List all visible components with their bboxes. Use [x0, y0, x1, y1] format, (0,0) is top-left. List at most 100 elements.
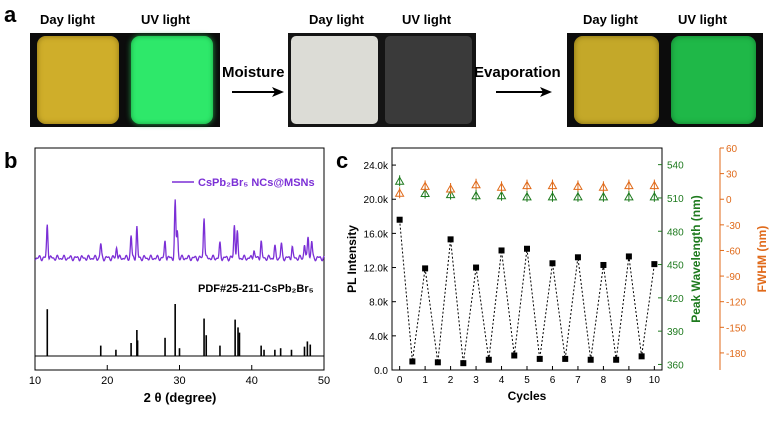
wavelength-point: [649, 191, 660, 201]
sample-green-uv-recovered: [671, 36, 756, 124]
cycles-xtick-label: 6: [550, 375, 556, 386]
cycles-xlabel: Cycles: [508, 389, 547, 403]
cycles-xtick-label: 4: [499, 375, 505, 386]
cycles-xtick-label: 3: [473, 375, 479, 386]
fwhm-ytick-label: -60: [726, 246, 741, 257]
wavelength-point: [496, 190, 507, 200]
pl-intensity-point: [511, 352, 518, 359]
pl-intensity-point: [473, 264, 480, 271]
xrd-legend-sample: CsPb₂Br₅ NCs@MSNs: [198, 177, 315, 189]
pl-intensity-point: [447, 236, 454, 243]
cycles-xtick-label: 5: [524, 375, 530, 386]
col2-day-label: Day light: [309, 12, 364, 27]
sample-white-daylight: [291, 36, 378, 124]
wavelength-ytick-label: 360: [667, 360, 684, 371]
xrd-legend-reference: PDF#25-211-CsPb₂Br₅: [198, 283, 314, 295]
pl-ytick-label: 0.0: [374, 366, 388, 377]
sample-yellow-daylight: [37, 36, 119, 124]
wavelength-ytick-label: 450: [667, 261, 684, 272]
wavelength-point: [420, 188, 430, 198]
pl-intensity-point: [574, 254, 581, 261]
pl-intensity-point: [613, 356, 620, 363]
sample-yellow-daylight-recovered: [574, 36, 659, 124]
fwhm-point: [496, 182, 507, 191]
pl-intensity-point: [562, 355, 569, 362]
fwhm-point: [394, 188, 405, 197]
col3-uv-label: UV light: [678, 12, 728, 27]
pl-intensity-point: [549, 260, 556, 267]
xrd-xtick-label: 30: [173, 375, 185, 387]
pl-ytick-label: 8.0k: [369, 298, 389, 309]
col1-day-label: Day light: [40, 12, 95, 27]
fwhm-ytick-label: -120: [726, 298, 746, 309]
photo-recovered: [567, 33, 763, 127]
col1-uv-label: UV light: [141, 12, 191, 27]
photo-initial: [30, 33, 220, 127]
wavelength-point: [573, 191, 583, 201]
pl-intensity-point: [498, 247, 505, 254]
xrd-xlabel: 2 θ (degree): [144, 390, 217, 405]
moisture-label: Moisture: [222, 64, 285, 81]
wavelength-point: [471, 190, 481, 200]
photo-moisture: [288, 33, 476, 127]
wavelength-point: [624, 191, 634, 201]
pl-ytick-label: 12.0k: [364, 264, 389, 275]
cycles-xtick-label: 9: [626, 375, 632, 386]
wavelength-ytick-label: 480: [667, 227, 684, 238]
cycles-xtick-label: 10: [649, 375, 661, 386]
pl-intensity-point: [638, 353, 645, 360]
wavelength-ylabel: Peak Wavelength (nm): [689, 195, 703, 323]
pl-intensity-point: [396, 216, 403, 223]
fwhm-point: [547, 180, 558, 190]
wavelength-point: [394, 176, 405, 185]
pl-ytick-label: 4.0k: [369, 332, 389, 343]
fwhm-point: [471, 179, 481, 189]
wavelength-ytick-label: 510: [667, 194, 684, 205]
pl-intensity-point: [485, 356, 492, 363]
col2-uv-label: UV light: [402, 12, 452, 27]
cycles-xtick-label: 2: [448, 375, 454, 386]
fwhm-point: [573, 181, 583, 190]
fwhm-point: [598, 182, 609, 191]
fwhm-point: [420, 181, 430, 190]
xrd-sample-curve: [34, 199, 325, 262]
wavelength-ytick-label: 540: [667, 161, 684, 172]
pl-intensity-point: [422, 265, 429, 272]
cycles-xtick-label: 0: [397, 375, 403, 386]
xrd-chart: 10 20 30 40 50 CsPb₂Br₅ NCs@MSNs PDF#25-211-…: [29, 147, 330, 405]
pl-ylabel: PL Intensity: [345, 225, 359, 293]
wavelength-ytick-label: 390: [667, 327, 684, 338]
evaporation-label: Evaporation: [474, 64, 561, 81]
fwhm-ytick-label: 30: [726, 170, 738, 181]
pl-intensity-point: [651, 261, 658, 268]
pl-intensity-point: [524, 245, 530, 252]
fwhm-point: [649, 180, 660, 190]
moisture-arrow: [232, 87, 284, 97]
pl-intensity-point: [460, 360, 467, 367]
panel-c-letter: c: [336, 148, 349, 173]
pl-ytick-label: 24.0k: [364, 161, 389, 172]
sample-green-uv: [131, 36, 213, 124]
cycles-xtick-label: 1: [422, 375, 428, 386]
fwhm-point: [445, 183, 456, 193]
xrd-xtick-label: 40: [246, 375, 258, 387]
fwhm-point: [522, 180, 532, 190]
pl-intensity-point: [536, 355, 543, 362]
col3-day-label: Day light: [583, 12, 638, 27]
xrd-xtick-label: 10: [29, 375, 41, 387]
wavelength-ytick-label: 420: [667, 294, 684, 305]
fwhm-ytick-label: -150: [726, 323, 746, 334]
pl-intensity-point: [587, 356, 594, 363]
wavelength-point: [547, 191, 558, 201]
pl-intensity-point: [625, 253, 632, 260]
cycles-xtick-label: 7: [575, 375, 581, 386]
sample-gray-uv: [385, 36, 472, 124]
fwhm-point: [624, 180, 634, 190]
panel-a-letter: a: [4, 2, 17, 27]
panel-b-letter: b: [4, 148, 18, 173]
wavelength-point: [522, 191, 532, 201]
xrd-xtick-label: 50: [318, 375, 330, 387]
cycles-xtick-label: 8: [601, 375, 607, 386]
pl-intensity-line: [399, 219, 655, 364]
